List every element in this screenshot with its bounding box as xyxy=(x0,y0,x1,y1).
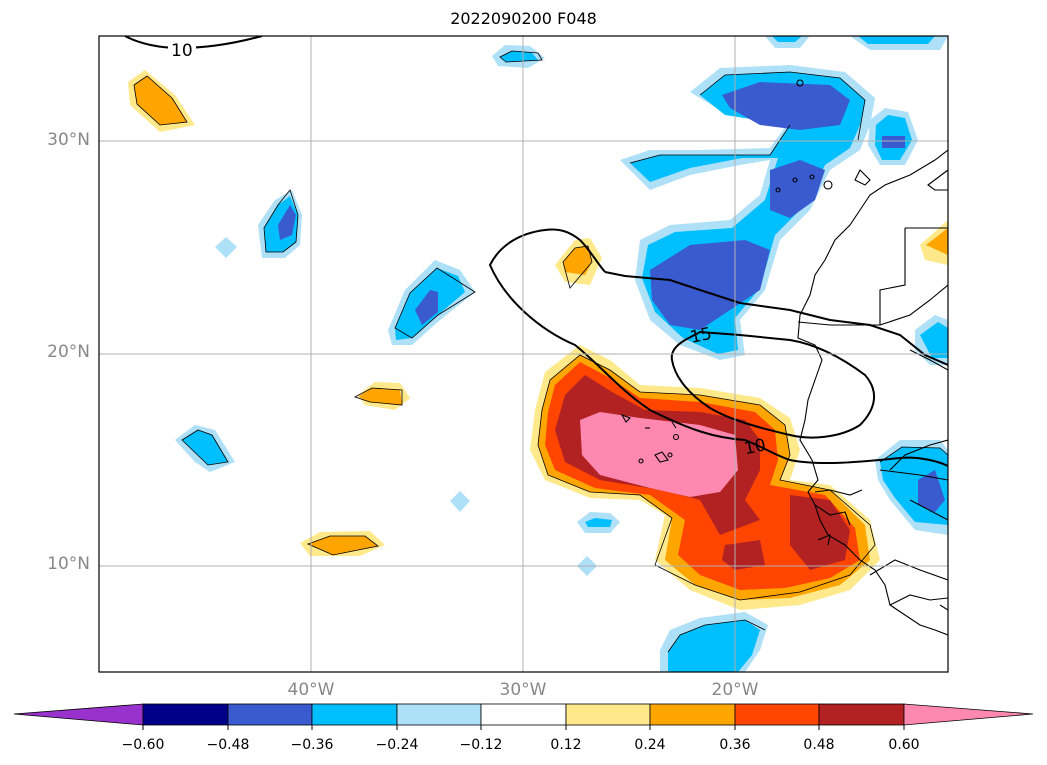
blob-blue-small1-core xyxy=(585,518,612,527)
blob-blue-w3-core xyxy=(182,430,228,465)
colorbar-tick-label: 0.36 xyxy=(719,737,751,753)
colorbar-segment xyxy=(311,703,398,726)
colorbar-segment xyxy=(396,703,482,726)
colorbar-segment xyxy=(734,703,820,726)
positive-anomaly-pink xyxy=(580,412,738,497)
coastline xyxy=(620,79,948,636)
lat-label: 10°N xyxy=(47,554,90,574)
negative-anomaly-ne-core-3 xyxy=(650,240,770,330)
blob-orange-mid-core xyxy=(358,388,402,405)
shaded-field xyxy=(124,36,948,672)
blob-orange-s-core xyxy=(308,536,378,555)
colorbar-tick-label: 0.48 xyxy=(803,737,835,753)
colorbar-segment xyxy=(227,703,313,726)
map-title: 2022090200 F048 xyxy=(450,9,597,28)
lon-label: 40°W xyxy=(287,680,335,700)
lon-label: 20°W xyxy=(711,680,759,700)
positive-anomaly-darkred-3 xyxy=(722,540,765,570)
blob-blue-e2-core xyxy=(920,322,948,358)
colorbar-tick-label: −0.24 xyxy=(375,737,419,753)
colorbar-tick-label: 0.24 xyxy=(634,737,666,753)
colorbar xyxy=(13,703,1034,726)
lat-label: 20°N xyxy=(47,342,90,362)
colorbar-tick-label: 0.12 xyxy=(550,737,582,753)
blob-blue-top1-core xyxy=(772,36,802,42)
colorbar-extend-right xyxy=(903,703,1034,726)
colorbar-segment xyxy=(142,703,229,726)
blob-blue-w2-core xyxy=(415,290,438,325)
lon-label: 30°W xyxy=(499,680,547,700)
blob-orange-n-core xyxy=(563,246,592,275)
colorbar-segment xyxy=(649,703,736,726)
contour-label: 10 xyxy=(171,41,193,61)
blob-blue-s-core xyxy=(668,620,760,672)
colorbar-tick-label: −0.12 xyxy=(459,737,503,753)
colorbar-segment xyxy=(480,703,567,726)
blob-blue-e1-core xyxy=(882,136,905,148)
contour-label: 15 xyxy=(688,324,713,348)
blob-blue-top2-core xyxy=(858,36,935,44)
blob-blue-w1-core xyxy=(278,205,296,240)
colorbar-tick-label: −0.48 xyxy=(206,737,250,753)
blob-orange-nw-core xyxy=(134,76,187,125)
blob-blue-se-core xyxy=(918,470,945,512)
blob-orange-e-core xyxy=(926,228,948,255)
negative-anomaly-ne-core-2 xyxy=(770,160,825,218)
contour-label: 10 xyxy=(742,435,767,459)
blob-blue-nmid-core xyxy=(500,51,538,62)
negative-anomaly-ne-core xyxy=(722,82,850,130)
map-frame xyxy=(98,35,949,673)
blob-blue-small2 xyxy=(215,237,237,258)
colorbar-tick-label: −0.36 xyxy=(290,737,334,753)
contour-labels: 10 15 10 xyxy=(168,40,768,459)
blob-blue-small3 xyxy=(450,491,470,512)
colorbar-tick-label: −0.60 xyxy=(121,737,165,753)
colorbar-tick-label: 0.60 xyxy=(888,737,920,753)
graticule xyxy=(99,36,948,672)
colorbar-segment xyxy=(818,703,905,726)
isolines xyxy=(124,36,948,467)
colorbar-ticks xyxy=(142,725,905,730)
colorbar-extend-left xyxy=(13,703,144,726)
lat-label: 30°N xyxy=(47,130,90,150)
colorbar-segment xyxy=(565,703,651,726)
